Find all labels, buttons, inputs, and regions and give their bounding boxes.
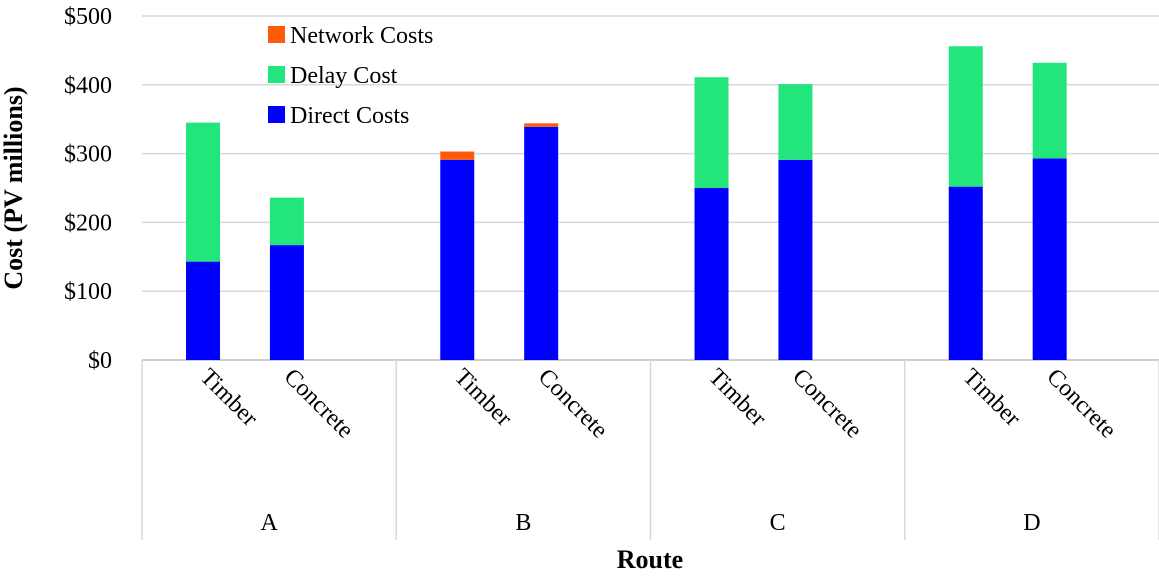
y-axis-title: Cost (PV millions) <box>0 86 28 289</box>
legend-swatch <box>268 106 285 123</box>
legend-swatch <box>268 26 285 43</box>
x-axis-title: Route <box>617 545 683 574</box>
y-tick-label: $400 <box>64 73 112 99</box>
y-tick-label: $200 <box>64 210 112 236</box>
x-category-label: Concrete <box>279 364 359 444</box>
legend-label: Network Costs <box>290 23 433 49</box>
bar-segment-direct-costs <box>269 245 304 360</box>
gridlines <box>142 15 1159 361</box>
x-category-label: Timber <box>449 364 517 432</box>
x-group-label: D <box>1023 510 1040 536</box>
x-category-label: Concrete <box>533 364 613 444</box>
bar-segment-direct-costs <box>694 188 729 360</box>
bars <box>186 46 1067 360</box>
bar-segment-direct-costs <box>186 261 221 360</box>
y-tick-label: $300 <box>64 142 112 168</box>
legend-swatch <box>268 66 285 83</box>
bar-segment-direct-costs <box>440 159 475 360</box>
x-group-label: C <box>770 510 786 536</box>
x-category-label: Timber <box>195 364 263 432</box>
bar-segment-delay-cost <box>1032 62 1067 159</box>
bar-segment-direct-costs <box>1032 158 1067 360</box>
y-axis-ticks: $0 $100 $200 $300 $400 $500 <box>64 4 112 374</box>
y-tick-label: $0 <box>88 348 112 374</box>
bar-segment-delay-cost <box>269 197 304 246</box>
legend-label: Delay Cost <box>290 63 398 89</box>
x-group-label: B <box>515 510 531 536</box>
x-category-label: Timber <box>958 364 1026 432</box>
bar-segment-network-costs <box>440 151 475 160</box>
y-tick-label: $100 <box>64 279 112 305</box>
bar-segment-direct-costs <box>948 186 983 360</box>
bar-segment-delay-cost <box>948 46 983 187</box>
y-tick-label: $500 <box>64 4 112 30</box>
x-axis: Timber Concrete Timber Concrete Timber Concre… <box>141 360 1159 540</box>
legend-label: Direct Costs <box>290 103 409 129</box>
x-group-label: A <box>260 510 278 536</box>
bar-segment-delay-cost <box>694 77 729 188</box>
x-category-label: Concrete <box>787 364 867 444</box>
bar-segment-delay-cost <box>186 122 221 262</box>
legend: Network Costs Delay Cost Direct Costs <box>268 23 433 129</box>
x-category-label: Timber <box>703 364 771 432</box>
x-category-label: Concrete <box>1041 364 1121 444</box>
bar-segment-delay-cost <box>778 84 813 160</box>
bar-segment-direct-costs <box>778 159 813 360</box>
bar-segment-network-costs <box>524 123 559 127</box>
bar-segment-direct-costs <box>524 126 559 360</box>
